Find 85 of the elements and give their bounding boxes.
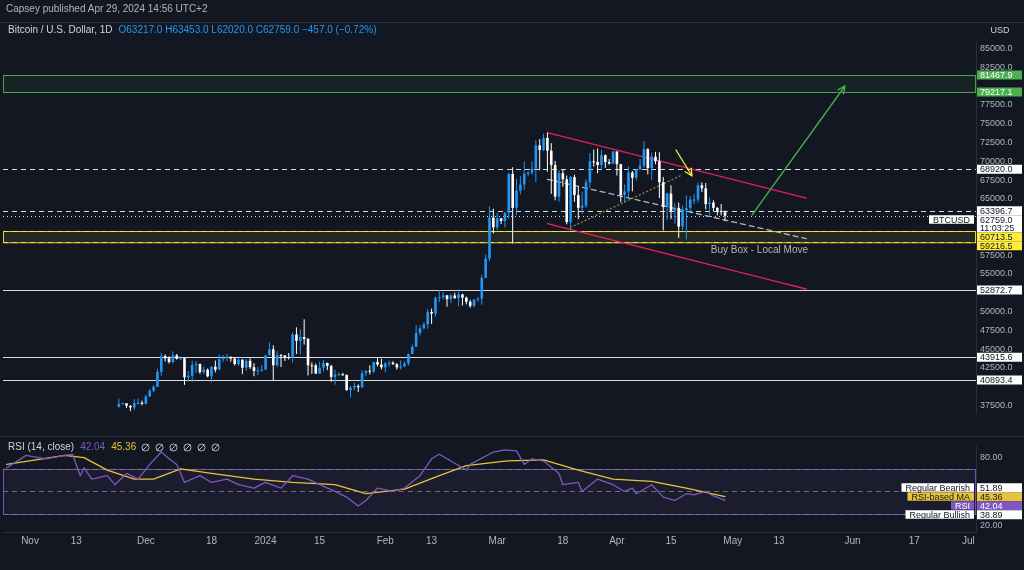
ref-line-label: 62759.0 [980, 214, 1013, 225]
y-tick-label: 77500.0 [980, 99, 1013, 110]
y-tick-label: 42500.0 [980, 362, 1013, 373]
y-tick-label: 65000.0 [980, 193, 1013, 204]
annotation: Regular Bearish [905, 482, 971, 493]
candlestick [519, 175, 522, 195]
y-tick-label: 55000.0 [980, 268, 1013, 279]
y-axis-title: USD [989, 25, 1011, 35]
text: 42.04 [980, 500, 1003, 511]
x-tick-label: Mar [488, 534, 507, 546]
candlestick [573, 174, 576, 203]
candlestick [368, 364, 372, 376]
ref-line-label: 52872.7 [980, 284, 1013, 295]
annotation: BTCUSD [932, 214, 971, 225]
legend-label: RSI-based MA [911, 491, 970, 502]
text: 38.89 [980, 509, 1003, 520]
candlestick [159, 352, 163, 377]
candlestick [592, 149, 596, 167]
y-tick-label: 75000.0 [980, 118, 1013, 129]
ref-line-label: 59216.5 [980, 240, 1013, 251]
band-label: Buy Box - Local Move [710, 244, 809, 256]
candlestick [685, 194, 688, 240]
ref-line-label: 68920.0 [980, 164, 1013, 175]
y-tick-label: 82500.0 [980, 61, 1013, 72]
x-tick-label: 18 [557, 534, 569, 546]
x-tick-label: Feb [376, 534, 395, 546]
y-tick-label: 50000.0 [980, 306, 1013, 317]
candlestick [434, 296, 437, 318]
annotation: Regular Bullish [909, 509, 970, 520]
candlestick [190, 360, 194, 383]
candlestick [295, 326, 298, 355]
x-tick-label: 13 [773, 534, 786, 546]
candlestick [426, 308, 430, 330]
candlestick [681, 205, 684, 231]
x-tick-label: 15 [314, 534, 326, 546]
text: 11:03:25 [980, 223, 1015, 234]
x-tick-label: Jun [844, 534, 861, 546]
candlestick [437, 289, 441, 303]
candlestick [515, 178, 518, 216]
y-tick-label: 80.00 [980, 452, 1003, 463]
y-tick-label: 67500.0 [980, 174, 1013, 185]
annotation: 42.04 [80, 441, 106, 452]
chart-subtitle: O63217.0 H63453.0 L62020.0 C62759.0 −457.0 (−0.72%) [118, 24, 377, 35]
ref-line-label: 81467.9 [980, 70, 1013, 81]
y-tick-label: 72500.0 [980, 136, 1013, 147]
x-tick-label: Nov [21, 534, 39, 546]
y-tick-label: 57500.0 [980, 249, 1013, 260]
legend-label: RSI [954, 500, 971, 511]
candlestick [627, 166, 630, 199]
ref-line-label: 63396.7 [980, 205, 1013, 216]
text: 45.36 [980, 491, 1003, 502]
y-tick-label: 70000.0 [980, 155, 1013, 166]
y-tick-label: 37500.0 [980, 399, 1013, 410]
ref-line-label: 79217.1 [980, 86, 1013, 97]
candlestick [600, 149, 603, 171]
x-tick-label: Jul [961, 534, 975, 546]
chart-title: RSI (14, close) [8, 441, 75, 452]
x-tick-label: 18 [205, 534, 218, 546]
x-tick-label: Apr [609, 534, 626, 546]
x-tick-label: 17 [908, 534, 921, 546]
candlestick [650, 152, 653, 181]
candlestick [631, 170, 634, 192]
candlestick [298, 328, 302, 355]
y-tick-label: 45000.0 [980, 343, 1013, 354]
candlestick [291, 332, 294, 364]
ref-line-label: 60713.5 [980, 231, 1013, 242]
x-tick-label: 13 [426, 534, 438, 546]
ref-line-label: 40893.4 [980, 374, 1013, 385]
candlestick [704, 182, 708, 210]
x-tick-label: 2024 [254, 534, 278, 546]
candlestick [480, 274, 484, 306]
x-tick-label: Dec [136, 534, 155, 546]
candlestick [522, 161, 526, 191]
y-tick-label: 47500.0 [980, 324, 1013, 335]
y-tick-label: 20.00 [980, 519, 1003, 530]
candlestick [623, 184, 626, 204]
chart-title: Bitcoin / U.S. Dollar, 1D [8, 24, 113, 35]
x-tick-label: 15 [665, 534, 677, 546]
ref-line-label: 43915.6 [980, 352, 1013, 363]
text: 51.89 [980, 482, 1003, 493]
annotation: 45.36 [111, 441, 137, 452]
y-tick-label: 85000.0 [980, 43, 1013, 53]
x-tick-label: May [723, 534, 743, 546]
text: Capsey published Apr 29, 2024 14:56 UTC+2 [6, 3, 208, 14]
x-tick-label: 13 [70, 534, 83, 546]
